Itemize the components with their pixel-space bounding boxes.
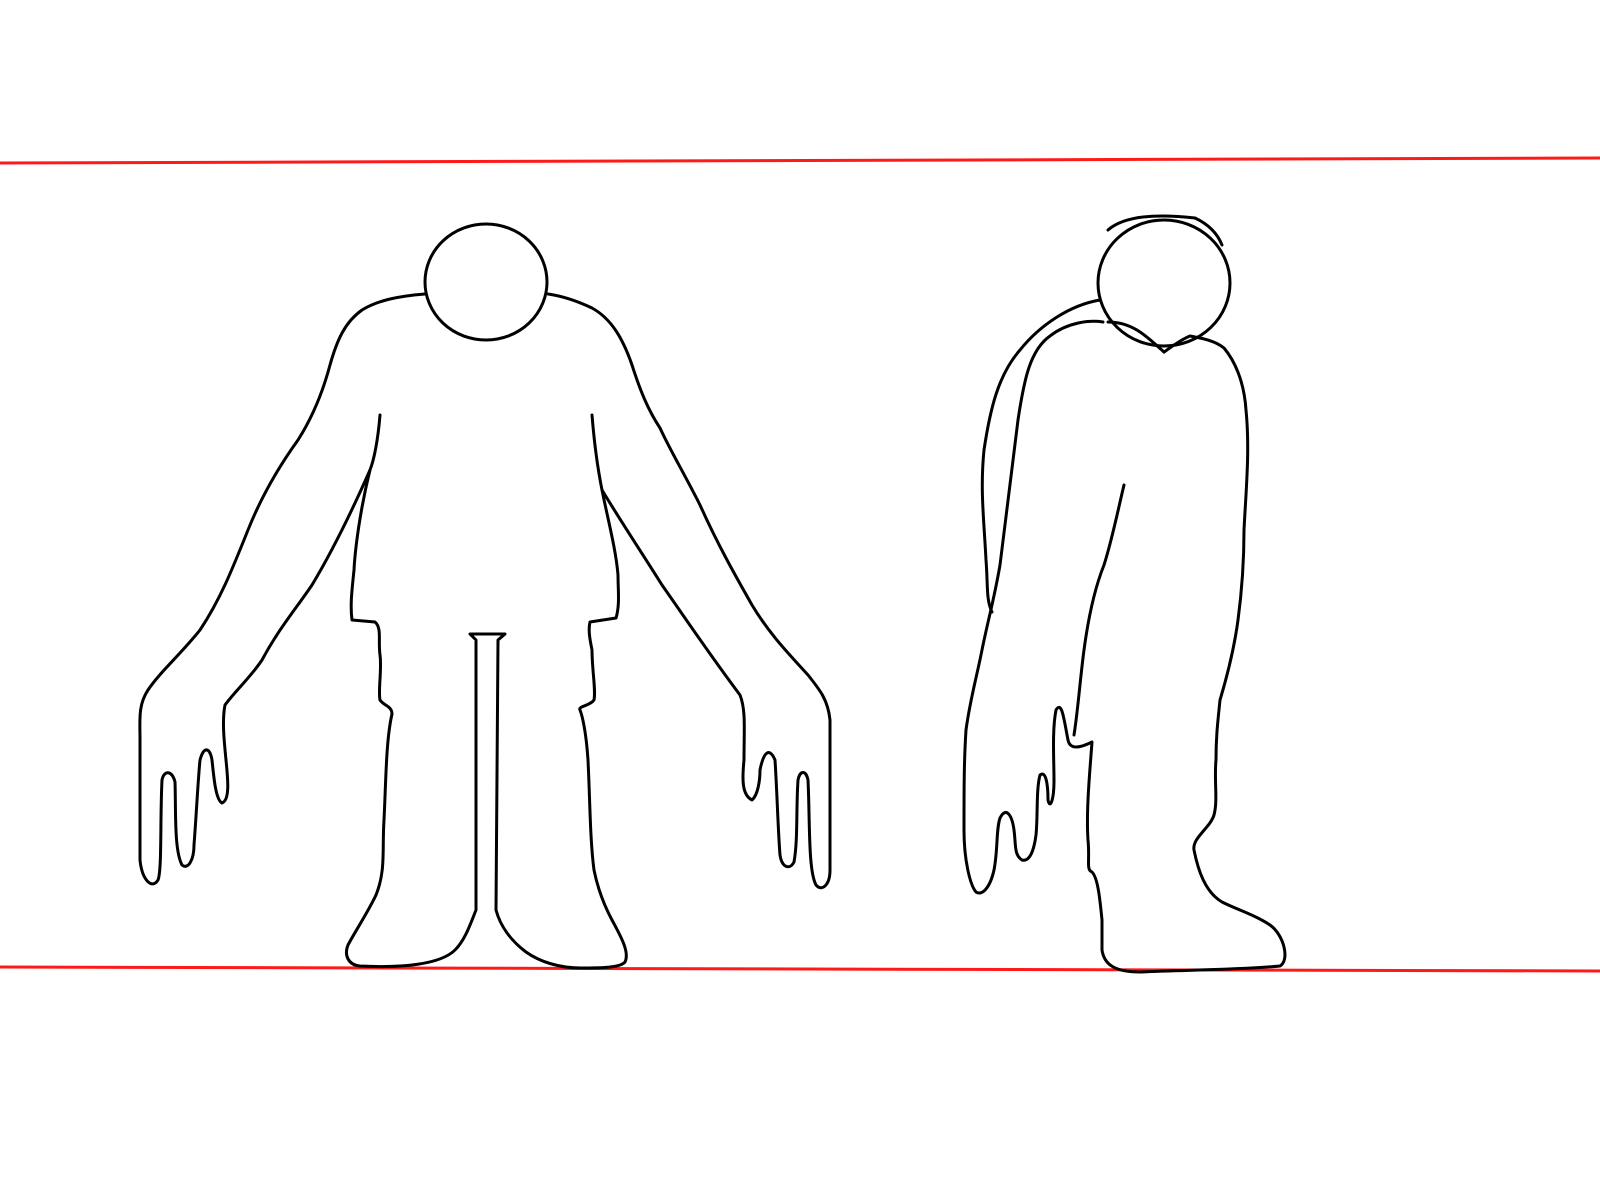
front-head (425, 224, 547, 340)
front-right-arm-inner (592, 415, 602, 490)
top-guide-line (0, 158, 1600, 163)
side-head (1098, 220, 1230, 346)
side-front-arm-inner (1074, 485, 1124, 735)
front-left-arm-inner (370, 415, 380, 470)
side-body-outline (964, 321, 1285, 972)
front-body-outline (140, 294, 830, 968)
side-view-figure (964, 216, 1285, 972)
bottom-guide-line (0, 967, 1600, 971)
front-view-figure (140, 224, 830, 968)
